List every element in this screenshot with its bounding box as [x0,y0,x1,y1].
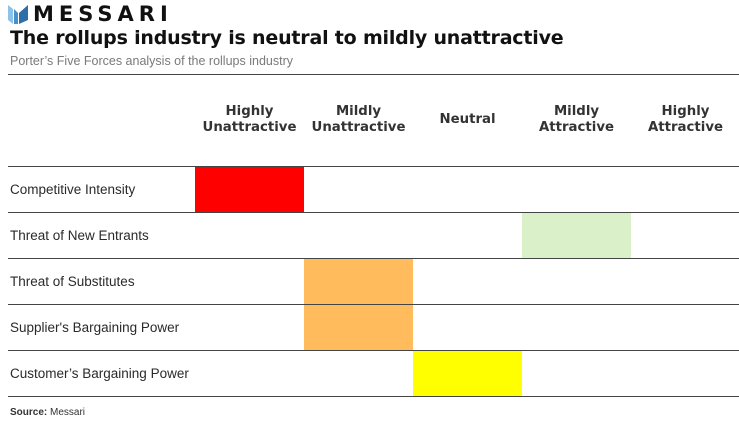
row-label: Supplier's Bargaining Power [10,320,180,335]
column-header-line1: Neutral [439,112,496,127]
column-header-line2: Attractive [647,120,724,135]
messari-logo-icon [8,5,28,24]
rating-cell [522,213,631,258]
rating-cell [304,259,413,304]
row-divider [8,212,739,213]
source-value: Messari [50,407,86,418]
row-label: Competitive Intensity [10,182,136,197]
rating-cell [413,351,522,396]
row-divider [8,166,739,167]
row-divider [8,304,739,305]
column-header-1: Mildly Unattractive [304,104,413,136]
row-divider [8,350,739,351]
source-label: Source: [10,407,48,418]
column-header-3: Mildly Attractive [522,104,631,136]
row-divider [8,396,739,397]
column-header-line1: Highly [661,104,710,119]
column-header-line2: Unattractive [202,120,297,135]
column-header-line2: Unattractive [311,120,406,135]
page-title: The rollups industry is neutral to mildl… [10,27,564,49]
column-header-0: Highly Unattractive [195,104,304,136]
rating-cell [195,167,304,212]
brand-name: MESSARI [33,2,173,26]
messari-logo: MESSARI [8,2,173,26]
column-header-2: Neutral [413,112,522,128]
row-label: Threat of Substitutes [10,274,135,289]
rating-cell [304,305,413,350]
row-label: Threat of New Entrants [10,228,149,243]
column-header-4: Highly Attractive [631,104,739,136]
column-header-line1: Mildly [553,104,600,119]
column-header-line2: Attractive [538,120,615,135]
row-divider [8,258,739,259]
row-label: Customer’s Bargaining Power [10,366,189,381]
column-header-line1: Mildly [335,104,382,119]
header-divider [8,74,739,75]
column-header-line1: Highly [225,104,274,119]
page-subtitle: Porter’s Five Forces analysis of the rol… [10,54,293,68]
source-note: Source: Messari [10,407,85,418]
